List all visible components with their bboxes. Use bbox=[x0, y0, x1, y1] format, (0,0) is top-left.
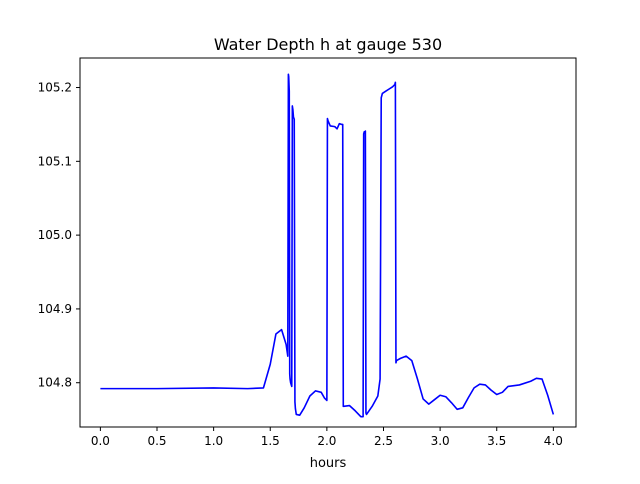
x-tick-label: 1.0 bbox=[204, 434, 223, 448]
y-tick-label: 104.8 bbox=[38, 376, 72, 390]
x-tick-label: 3.0 bbox=[431, 434, 450, 448]
x-axis: 0.0 0.5 1.0 1.5 2.0 2.5 3.0 3.5 4.0 bbox=[91, 427, 563, 448]
x-tick-label: 1.5 bbox=[261, 434, 280, 448]
plot-frame bbox=[79, 57, 577, 428]
x-tick-label: 2.5 bbox=[374, 434, 393, 448]
x-axis-label: hours bbox=[310, 456, 347, 471]
x-tick-label: 2.0 bbox=[317, 434, 336, 448]
x-tick-label: 0.0 bbox=[91, 434, 110, 448]
x-tick-label: 4.0 bbox=[544, 434, 563, 448]
x-tick-label: 0.5 bbox=[147, 434, 166, 448]
y-tick-label: 105.0 bbox=[38, 228, 72, 242]
y-tick-label: 105.1 bbox=[38, 154, 72, 168]
x-tick-label: 3.5 bbox=[487, 434, 506, 448]
y-axis: 104.8 104.9 105.0 105.1 105.2 bbox=[38, 81, 80, 390]
chart-title: Water Depth h at gauge 530 bbox=[214, 35, 442, 54]
y-tick-label: 105.2 bbox=[38, 81, 72, 95]
plot-area bbox=[79, 57, 577, 428]
series-line-0 bbox=[100, 73, 555, 418]
y-tick-label: 104.9 bbox=[38, 302, 72, 316]
